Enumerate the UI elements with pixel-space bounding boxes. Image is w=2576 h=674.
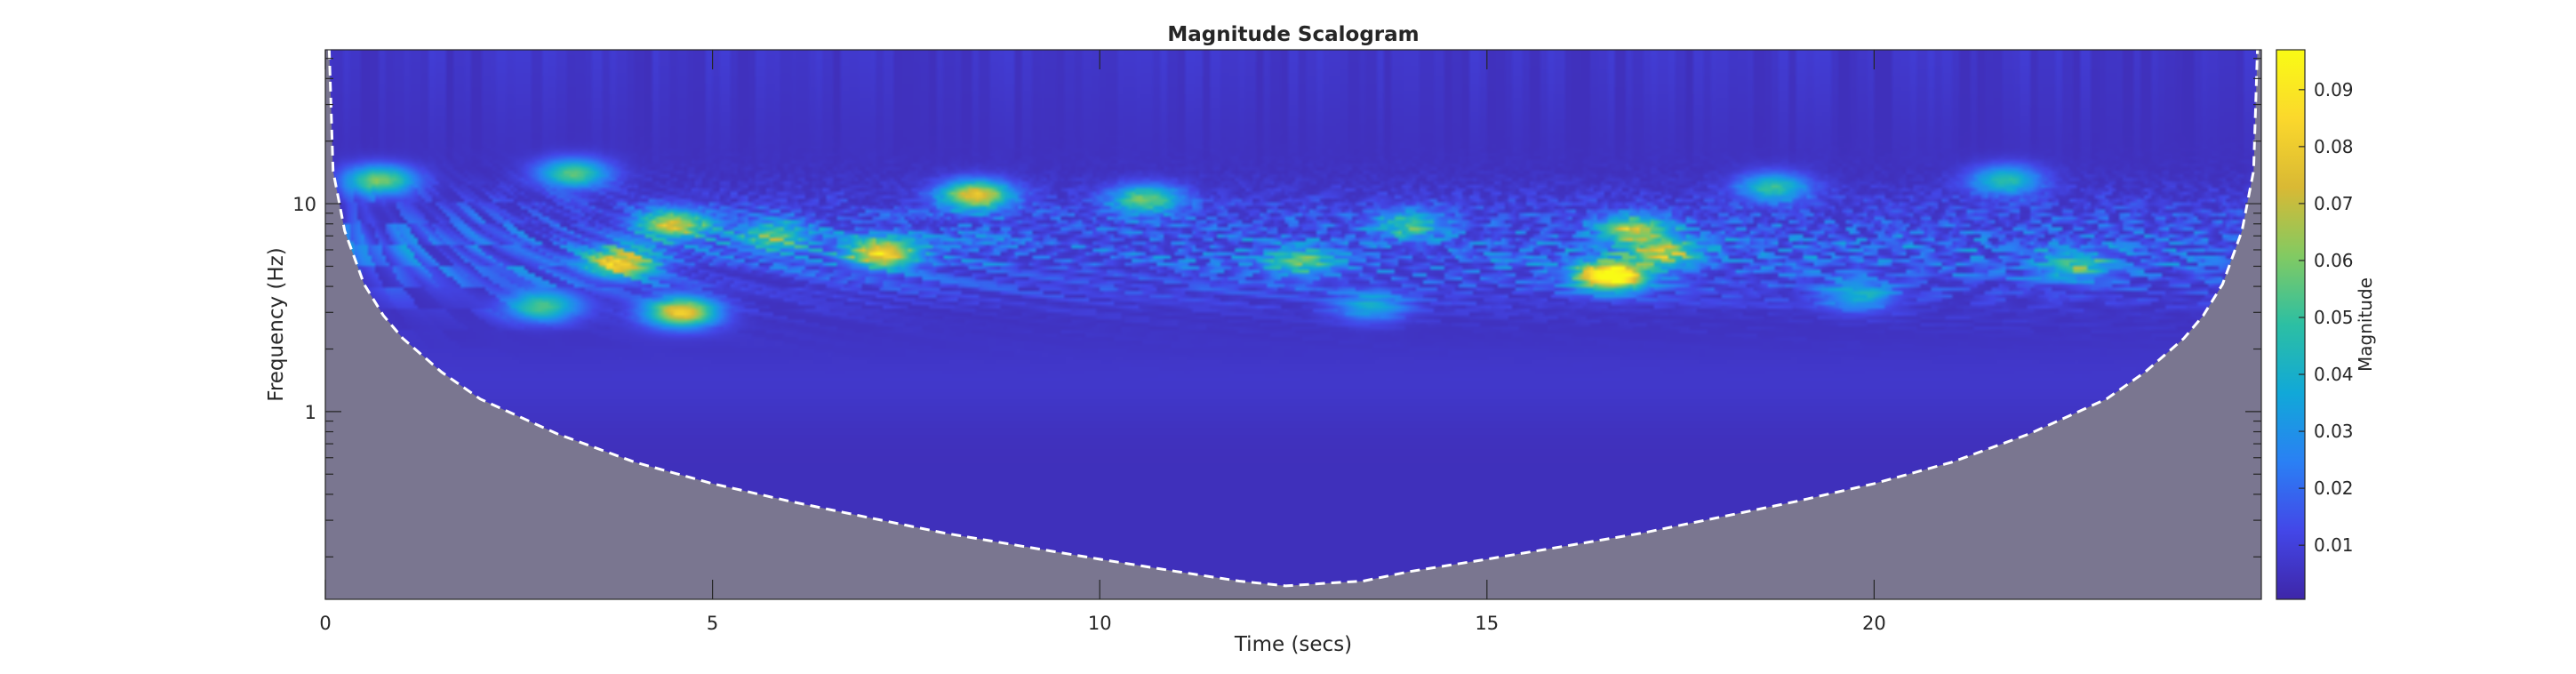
x-tick-label: 20 [1862,613,1886,634]
plot-area [325,50,2261,599]
y-tick-label: 1 [305,402,316,423]
colorbar-tick-label: 0.02 [2314,477,2354,499]
x-tick-label: 0 [319,613,331,634]
x-tick-label: 15 [1475,613,1499,634]
colorbar-tick-label: 0.03 [2314,421,2354,442]
colorbar-label: Magnitude [2355,277,2376,372]
colorbar-tick-label: 0.05 [2314,307,2354,328]
colorbar-tick-label: 0.09 [2314,79,2354,100]
x-axis-label: Time (secs) [1234,633,1352,656]
colorbar: 0.01 0.02 0.03 0.04 0.05 0.06 0.07 0.08 0.09 Mag… [2276,50,2376,599]
colorbar-tick-label: 0.07 [2314,193,2354,214]
colorbar-tick-label: 0.04 [2314,364,2354,385]
colorbar-tick-label: 0.01 [2314,534,2354,556]
colorbar-tick-label: 0.06 [2314,250,2354,271]
chart-title: Magnitude Scalogram [1167,23,1419,46]
x-tick-label: 5 [707,613,718,634]
colorbar-ticks: 0.01 0.02 0.03 0.04 0.05 0.06 0.07 0.08 0.09 [2299,79,2354,556]
colorbar-tick-label: 0.08 [2314,136,2354,157]
y-axis-label: Frequency (Hz) [265,247,288,401]
y-tick-label: 10 [292,194,316,215]
colorbar-gradient [2276,50,2305,599]
x-tick-label: 10 [1088,613,1112,634]
